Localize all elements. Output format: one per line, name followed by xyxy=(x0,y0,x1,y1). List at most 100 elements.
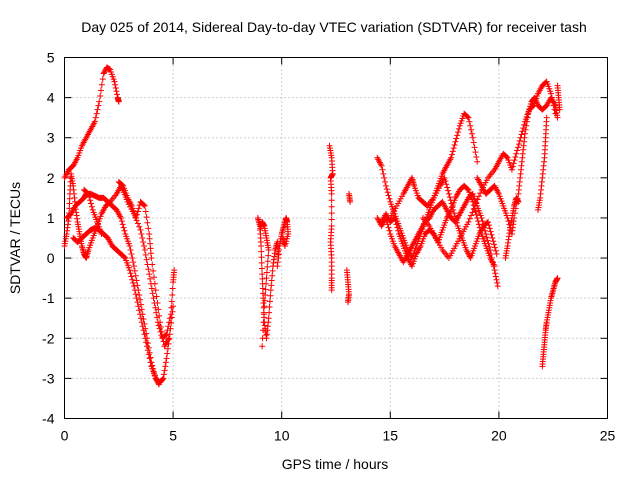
data-point xyxy=(508,166,515,173)
y-tick-label: 1 xyxy=(47,210,55,226)
data-point xyxy=(88,203,95,210)
data-point xyxy=(168,298,175,305)
data-point xyxy=(129,276,136,283)
data-point xyxy=(264,263,271,270)
data-point xyxy=(159,333,166,340)
data-point xyxy=(150,274,157,281)
data-point xyxy=(138,306,145,313)
data-point xyxy=(468,126,475,133)
data-point xyxy=(382,178,389,185)
data-point xyxy=(485,222,492,229)
data-point xyxy=(447,197,454,204)
data-point xyxy=(446,194,453,201)
x-tick-label: 0 xyxy=(61,428,69,444)
data-point xyxy=(140,316,147,323)
data-point xyxy=(148,285,155,292)
x-tick-label: 10 xyxy=(274,428,290,444)
data-point xyxy=(328,216,335,223)
data-point xyxy=(265,247,272,254)
data-point xyxy=(164,345,171,352)
data-series-arc-4 xyxy=(70,224,162,388)
data-point xyxy=(491,263,498,270)
data-point xyxy=(136,291,143,298)
data-point xyxy=(140,239,147,246)
data-point xyxy=(452,213,459,220)
data-point xyxy=(144,347,151,354)
data-point xyxy=(556,106,563,113)
data-point xyxy=(379,166,386,173)
data-point xyxy=(385,224,392,231)
data-point xyxy=(474,196,481,203)
data-point xyxy=(148,255,155,262)
data-point xyxy=(157,319,164,326)
data-point xyxy=(450,145,457,152)
data-point xyxy=(470,139,477,146)
data-series-arc-3 xyxy=(63,190,177,386)
data-point xyxy=(381,174,388,181)
data-point xyxy=(133,277,140,284)
data-point xyxy=(490,238,497,245)
data-point xyxy=(164,350,171,357)
data-point xyxy=(146,271,153,278)
data-point xyxy=(119,182,126,189)
data-point xyxy=(170,303,177,310)
data-point xyxy=(523,118,530,125)
data-series-arc-10 xyxy=(326,142,336,294)
data-point xyxy=(162,359,169,366)
data-point xyxy=(328,210,335,217)
data-series-arc-5 xyxy=(81,186,105,237)
data-point xyxy=(452,138,459,145)
data-series-arc-14 xyxy=(374,190,501,290)
data-point xyxy=(395,227,402,234)
data-point xyxy=(492,273,499,280)
data-point xyxy=(140,327,147,334)
data-point xyxy=(261,303,268,310)
data-point xyxy=(149,261,156,268)
data-point xyxy=(452,216,459,223)
data-series-arc-12 xyxy=(343,267,353,306)
data-point xyxy=(468,130,475,137)
y-tick-label: 3 xyxy=(47,130,55,146)
data-point xyxy=(98,230,105,237)
data-point xyxy=(445,187,452,194)
data-point xyxy=(150,295,157,302)
data-point xyxy=(261,297,268,304)
data-point xyxy=(131,267,138,274)
data-point xyxy=(472,149,479,156)
data-point xyxy=(143,256,150,263)
data-point xyxy=(441,174,448,181)
data-point xyxy=(444,184,451,191)
x-tick-label: 25 xyxy=(600,428,616,444)
data-point xyxy=(155,381,162,388)
x-tick-label: 20 xyxy=(491,428,507,444)
data-point xyxy=(328,190,335,197)
data-point xyxy=(473,153,480,160)
data-point xyxy=(378,162,385,169)
data-series-arc-16 xyxy=(387,174,500,262)
data-point xyxy=(494,283,501,290)
data-point xyxy=(117,214,124,221)
data-point xyxy=(169,308,176,315)
data-point xyxy=(140,243,147,250)
data-point xyxy=(97,87,104,94)
data-point xyxy=(475,193,482,200)
data-point xyxy=(138,319,145,326)
data-series-arc-6 xyxy=(115,178,172,350)
data-point xyxy=(134,299,141,306)
data-point xyxy=(515,198,522,205)
data-points xyxy=(61,64,563,388)
data-point xyxy=(135,205,142,212)
data-point xyxy=(445,190,452,197)
data-point xyxy=(161,367,168,374)
data-point xyxy=(515,144,522,151)
data-point xyxy=(448,200,455,207)
data-point xyxy=(133,214,140,221)
data-point xyxy=(142,251,149,258)
y-tick-labels: -4 -3 -2 -1 0 1 2 3 4 5 xyxy=(42,50,55,427)
data-point xyxy=(262,291,269,298)
data-point xyxy=(166,331,173,338)
data-point xyxy=(120,224,127,231)
data-point xyxy=(263,280,270,287)
data-point xyxy=(266,303,273,310)
